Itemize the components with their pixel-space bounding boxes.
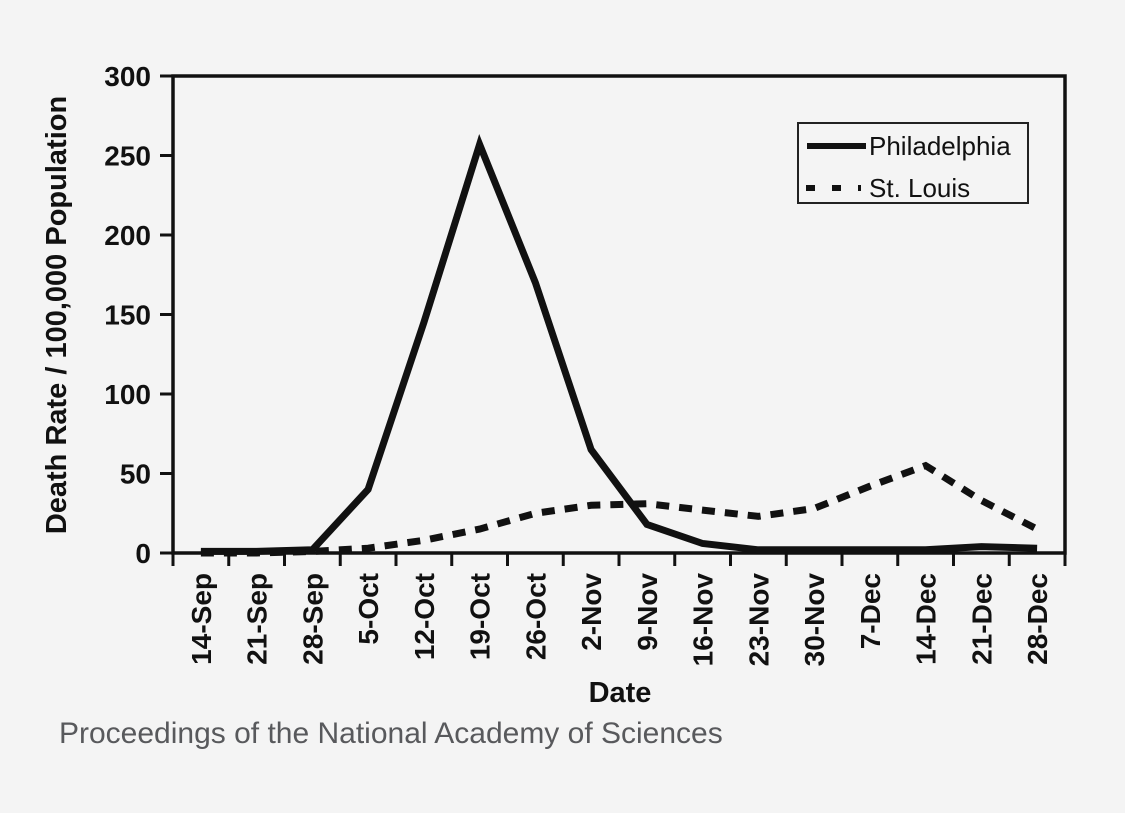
y-tick-label: 0 <box>135 538 151 569</box>
legend-philadelphia-label: Philadelphia <box>869 131 1011 161</box>
x-tick-label: 19-Oct <box>465 573 496 660</box>
mortality-line-chart: 0 50 100 150 200 250 300 14-Sep 21-Sep 28-Sep 5-O… <box>41 61 1067 709</box>
philadelphia-line <box>200 134 1038 555</box>
y-tick-label: 250 <box>104 141 151 172</box>
x-tick-label: 30-Nov <box>799 573 830 667</box>
x-tick-label: 14-Dec <box>911 573 942 665</box>
y-tick-label: 300 <box>104 61 151 92</box>
y-tick-label: 50 <box>120 459 151 490</box>
x-axis-title: Date <box>589 677 652 709</box>
legend: Philadelphia St. Louis <box>797 122 1029 204</box>
x-tick-label: 16-Nov <box>688 573 719 667</box>
x-tick-label: 21-Dec <box>966 573 997 665</box>
x-tick-label: 14-Sep <box>186 573 217 665</box>
x-axis: 14-Sep 21-Sep 28-Sep 5-Oct 12-Oct 19-Oct 26-Oc… <box>171 553 1067 667</box>
y-axis-title: Death Rate / 100,000 Population <box>41 96 73 534</box>
y-tick-label: 200 <box>104 220 151 251</box>
x-tick-label: 12-Oct <box>409 573 440 660</box>
x-tick-label: 9-Nov <box>632 573 663 651</box>
x-tick-label: 26-Oct <box>520 573 551 660</box>
y-tick-label: 150 <box>104 300 151 331</box>
x-tick-label: 7-Dec <box>855 573 886 649</box>
series-group <box>200 134 1039 557</box>
st-louis-line <box>200 461 1039 557</box>
source-caption: Proceedings of the National Academy of S… <box>59 717 723 750</box>
y-tick-label: 100 <box>104 379 151 410</box>
x-tick-label: 28-Dec <box>1022 573 1053 665</box>
x-tick-label: 5-Oct <box>353 573 384 645</box>
legend-box <box>797 122 1029 204</box>
x-tick-label: 2-Nov <box>576 573 607 651</box>
x-tick-label: 28-Sep <box>297 573 328 665</box>
y-axis: 0 50 100 150 200 250 300 <box>104 61 173 569</box>
x-tick-label: 23-Nov <box>743 573 774 667</box>
legend-st-louis-label: St. Louis <box>869 173 970 203</box>
x-tick-label: 21-Sep <box>242 573 273 665</box>
